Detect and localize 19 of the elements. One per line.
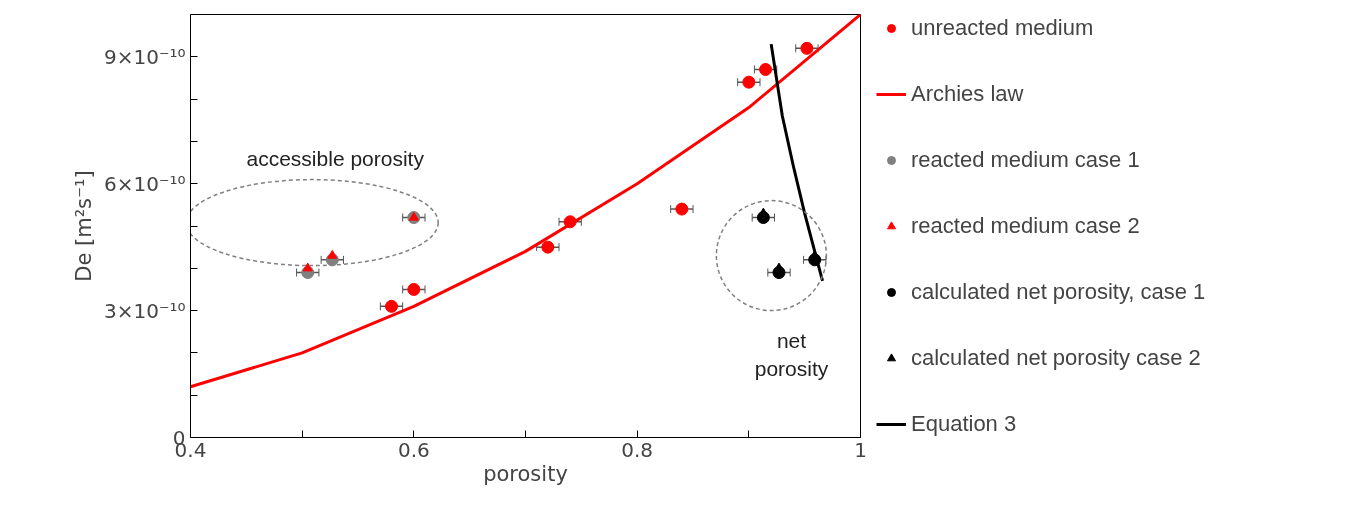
line-series (769, 42, 825, 283)
legend-label: calculated net porosity case 2 (911, 344, 1201, 371)
legend-label: reacted medium case 2 (911, 212, 1140, 239)
legend-label: calculated net porosity, case 1 (911, 278, 1206, 305)
y-tick-label: 6×10⁻¹⁰ (103, 171, 186, 196)
legend-label: reacted medium case 1 (911, 146, 1140, 173)
annotation: accessible porosity (246, 147, 425, 171)
y-axis-title: De [m²s⁻¹] (71, 170, 96, 282)
legend-label: Archies law (911, 80, 1024, 107)
x-axis-title: porosity (483, 461, 568, 486)
y-tick-label: 3×10⁻¹⁰ (103, 298, 186, 323)
x-tick-label: 1 (854, 437, 867, 462)
legend-label: unreacted medium (911, 14, 1094, 41)
legend-label: Equation 3 (911, 410, 1017, 437)
x-tick-label: 0.6 (397, 437, 430, 462)
line-series (190, 14, 861, 389)
x-tick-label: 0.8 (621, 437, 654, 462)
y-tick-label: 9×10⁻¹⁰ (103, 44, 186, 69)
annotation: net porosity (754, 329, 829, 381)
